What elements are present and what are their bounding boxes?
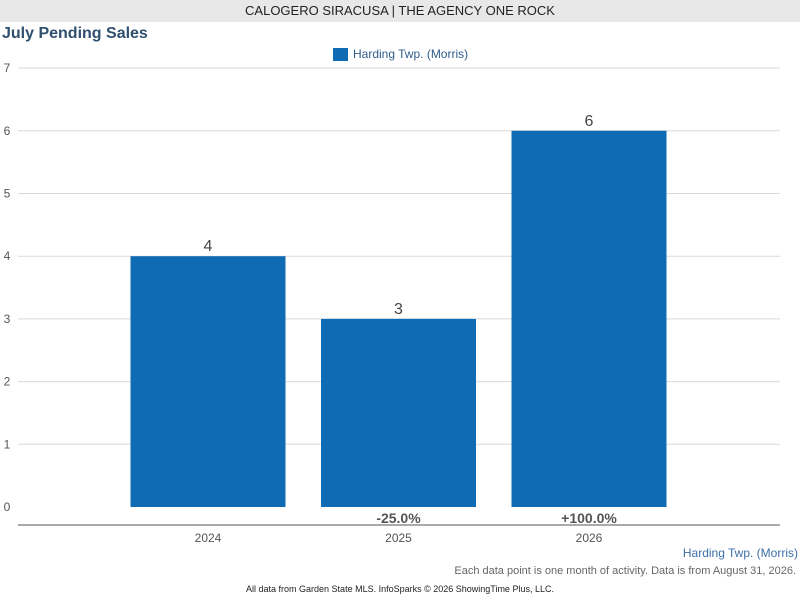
series-footer-label[interactable]: Harding Twp. (Morris) bbox=[682, 546, 798, 560]
change-label: +100.0% bbox=[561, 510, 617, 526]
x-tick-label: 2025 bbox=[385, 531, 412, 545]
x-tick-label: 2026 bbox=[576, 531, 603, 545]
y-tick-label: 7 bbox=[4, 61, 11, 75]
bar-value-label: 6 bbox=[585, 113, 594, 130]
data-note: Each data point is one month of activity… bbox=[454, 565, 796, 577]
legend-swatch bbox=[333, 47, 348, 61]
bar[interactable] bbox=[511, 130, 667, 508]
change-label: -25.0% bbox=[376, 510, 421, 526]
y-tick-label: 1 bbox=[4, 437, 11, 451]
x-tick-label: 2024 bbox=[195, 531, 222, 545]
bar-value-label: 3 bbox=[394, 301, 403, 318]
y-tick-label: 2 bbox=[4, 375, 11, 389]
y-tick-label: 3 bbox=[4, 312, 11, 326]
copyright: All data from Garden State MLS. InfoSpar… bbox=[246, 584, 554, 594]
agent-header: CALOGERO SIRACUSA | THE AGENCY ONE ROCK bbox=[0, 0, 800, 22]
chart-title: July Pending Sales bbox=[2, 25, 148, 42]
bar-chart: 0 1 2 3 4 5 6 7 4 2024 3 -25.0% 2025 6 +100.0% 2026 bbox=[4, 61, 780, 545]
legend-label: Harding Twp. (Morris) bbox=[353, 47, 469, 61]
y-tick-label: 4 bbox=[4, 249, 11, 263]
bar[interactable] bbox=[321, 318, 476, 507]
bar[interactable] bbox=[130, 256, 286, 507]
bar-value-label: 4 bbox=[204, 238, 213, 255]
legend[interactable]: Harding Twp. (Morris) bbox=[333, 46, 468, 62]
y-tick-label: 5 bbox=[4, 187, 11, 201]
y-tick-label: 6 bbox=[4, 124, 11, 138]
y-tick-label: 0 bbox=[4, 500, 11, 514]
